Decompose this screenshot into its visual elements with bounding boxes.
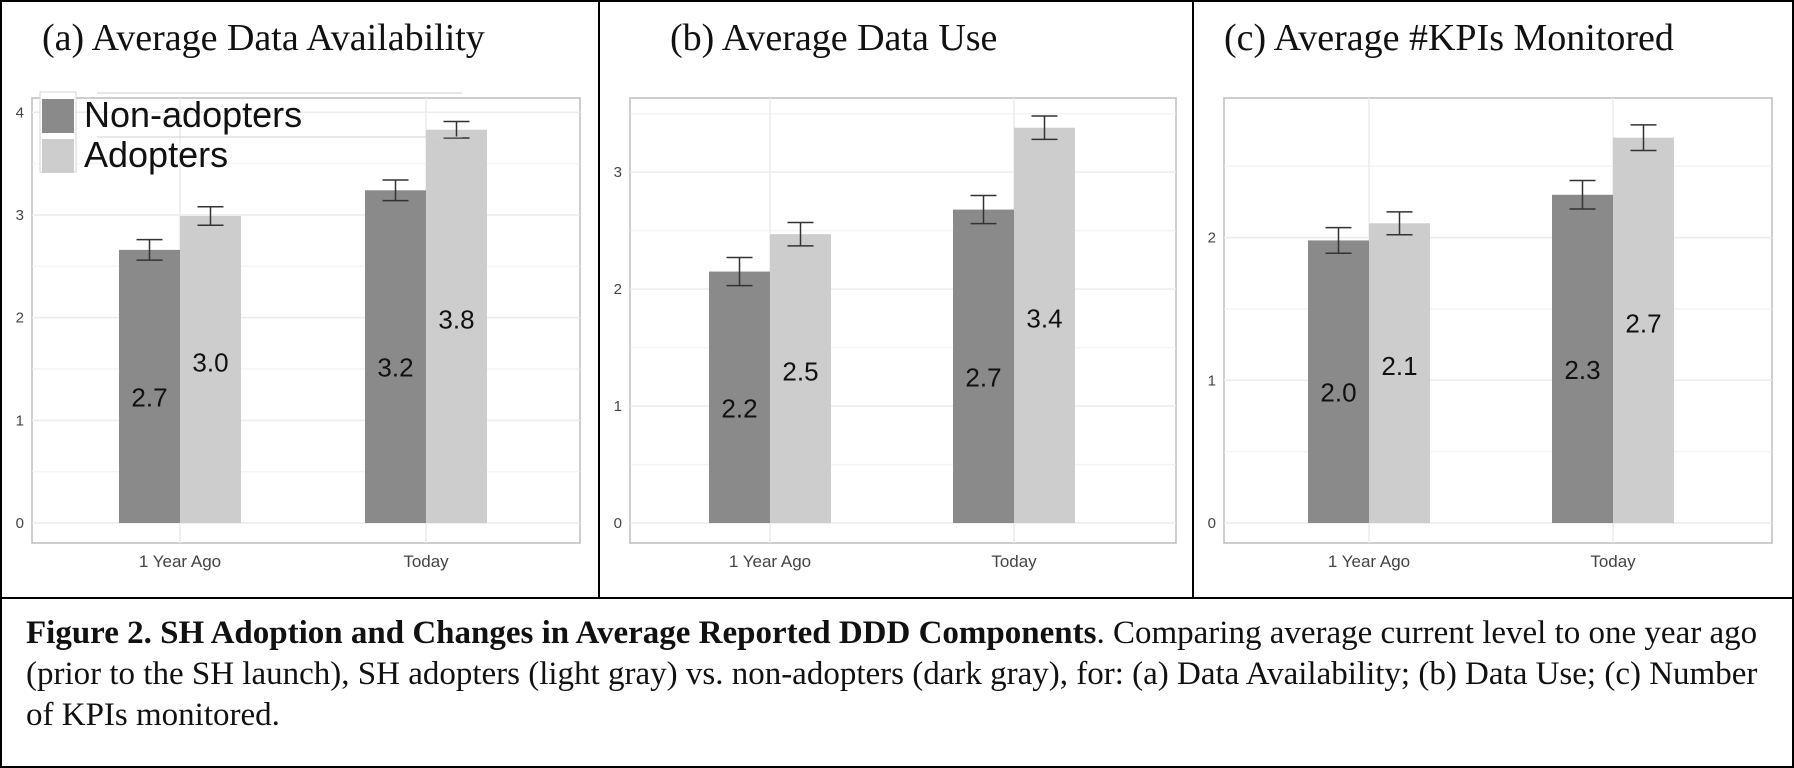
bar-non-adopters-1-year-ago (1308, 240, 1369, 523)
panel-label-c: (c) (1224, 17, 1267, 59)
y-tick-label: 2 (614, 281, 622, 298)
panel-title-text-b: Average Data Use (721, 17, 998, 59)
x-tick-label: 1 Year Ago (1328, 552, 1410, 571)
data-label: 2.7 (131, 382, 167, 412)
chart-data-availability: 0 1 2 3 4 2.7 3.2 3.0 3.8 1 Year Ago Today Non-adop… (16, 91, 581, 571)
y-tick-label: 2 (1208, 230, 1216, 247)
data-label: 2.7 (965, 362, 1001, 392)
y-tick-label: 0 (614, 515, 622, 532)
bar-non-adopters-today (365, 190, 426, 523)
panel-title-c: (c) Average #KPIs Monitored (1194, 16, 1792, 60)
data-label: 2.1 (1381, 351, 1417, 381)
data-label: 3.0 (192, 347, 228, 377)
legend-label-adopters: Adopters (84, 134, 228, 175)
caption-bold: Figure 2. SH Adoption and Changes in Ave… (26, 615, 1097, 651)
data-label: 3.8 (438, 304, 474, 334)
y-tick-label: 2 (16, 310, 24, 327)
y-tick-label: 0 (1208, 515, 1216, 532)
y-tick-label: 3 (614, 164, 622, 181)
chart-kpis-monitored: 0 1 2 2.0 2.3 2.1 2.7 1 Year Ago Today (1208, 97, 1773, 571)
figure-caption: Figure 2. SH Adoption and Changes in Ave… (2, 597, 1792, 766)
panel-title-text-a: Average Data Availability (91, 17, 485, 59)
x-tick-label: Today (403, 552, 449, 571)
data-label: 3.4 (1026, 303, 1062, 333)
y-tick-label: 1 (1208, 372, 1216, 389)
y-tick-label: 3 (16, 207, 24, 224)
panel-label-b: (b) (670, 17, 715, 59)
x-tick-label: Today (1590, 552, 1636, 571)
x-tick-label: Today (991, 552, 1037, 571)
y-tick-label: 1 (614, 398, 622, 415)
panel-title-a: (a) Average Data Availability (2, 16, 598, 60)
chart-data-use: 0 1 2 3 2.2 2.7 2.5 3.4 1 Year Ago Today (614, 97, 1177, 571)
panel-title-text-c: Average #KPIs Monitored (1273, 17, 1674, 59)
data-label: 2.7 (1625, 308, 1661, 338)
panel-c: (c) Average #KPIs Monitored 0 1 2 2.0 2.3 2.1… (1194, 2, 1792, 597)
data-label: 2.3 (1564, 355, 1600, 385)
caption-text: . Comparing average current level to one… (26, 615, 1758, 733)
plot-area (1223, 97, 1773, 544)
bar-non-adopters-1-year-ago (709, 271, 770, 523)
legend-swatch-non-adopters (42, 99, 74, 133)
panel-label-a: (a) (42, 17, 85, 59)
bar-adopters-today (1014, 127, 1075, 523)
y-tick-label: 0 (16, 515, 24, 532)
legend-swatch-adopters (42, 139, 74, 173)
data-label: 2.0 (1320, 378, 1356, 408)
x-tick-label: 1 Year Ago (729, 552, 811, 571)
bar-adopters-1-year-ago (180, 215, 241, 524)
data-label: 3.2 (377, 353, 413, 383)
legend-label-non-adopters: Non-adopters (84, 94, 302, 135)
bar-non-adopters-today (1552, 194, 1613, 524)
y-tick-label: 1 (16, 412, 24, 429)
panel-title-b: (b) Average Data Use (600, 16, 1192, 60)
panel-b: (b) Average Data Use 0 1 2 3 2.2 2.7 2.5 3.4 1 Y… (600, 2, 1194, 597)
bar-adopters-1-year-ago (770, 234, 831, 523)
bar-non-adopters-1-year-ago (119, 249, 180, 524)
bar-non-adopters-today (953, 209, 1014, 523)
data-label: 2.5 (782, 357, 818, 387)
x-tick-label: 1 Year Ago (139, 552, 221, 571)
bar-adopters-1-year-ago (1369, 223, 1430, 523)
data-label: 2.2 (721, 393, 757, 423)
panel-a: (a) Average Data Availability 0 1 2 3 4 2.7 3.… (2, 2, 600, 597)
bar-adopters-today (426, 129, 487, 523)
y-tick-label: 4 (16, 104, 24, 121)
bar-adopters-today (1613, 137, 1674, 523)
